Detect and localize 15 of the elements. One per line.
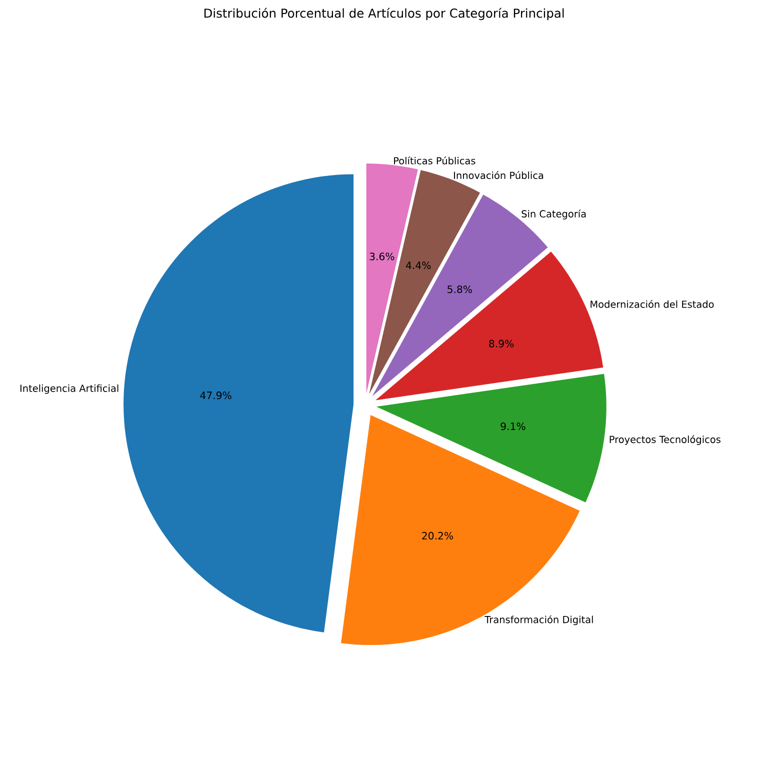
slice-label: Sin Categoría [522,210,586,220]
data-label: 47.9% [200,392,232,400]
slice-label: Transformación Digital [484,615,593,626]
slice-label: Inteligencia Artificial [20,384,118,394]
data-label: 20.2% [422,532,454,540]
slice-label: Innovación Pública [454,171,544,180]
data-label: 9.1% [500,422,526,430]
data-label: 5.8% [448,285,472,294]
slice-label: Modernización del Estado [590,300,714,308]
slice-label: Proyectos Tecnológicos [610,435,720,445]
slice-label: Políticas Públicas [394,156,476,164]
data-label: 4.4% [406,262,431,270]
data-label: 3.6% [370,252,394,260]
chart-title: Distribución Porcentual de Artículos por Categoría Principal [204,8,564,20]
data-label: 8.9% [489,340,514,348]
